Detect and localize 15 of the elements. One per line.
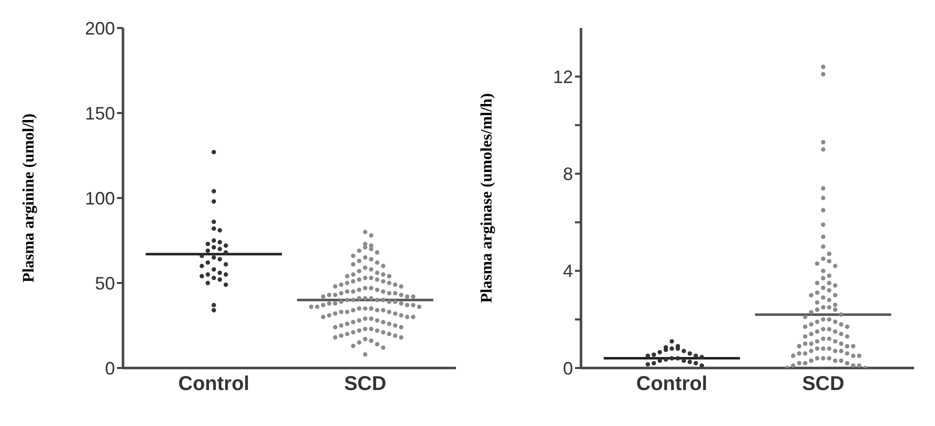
y-tick-label: 8 [562, 164, 573, 184]
x-tick-label: SCD [802, 373, 844, 396]
y-axis-title: Plasma arginine (umol/l) [20, 114, 38, 282]
y-tick-label: 50 [94, 273, 115, 294]
y-tick-label: 150 [84, 103, 115, 124]
y-tick-label: 12 [552, 66, 573, 87]
y-tick-label: 200 [84, 18, 115, 38]
y-axis-title: Plasma arginase (umoles/ml/h) [478, 93, 496, 303]
y-tick-label: 100 [84, 188, 115, 208]
x-tick-label: Control [636, 373, 708, 396]
x-tick-label: Control [178, 373, 250, 396]
x-tick-label: SCD [344, 373, 386, 396]
y-tick-label: 4 [562, 261, 573, 282]
y-tick-label: 0 [104, 358, 115, 378]
y-tick-label: 0 [562, 358, 573, 378]
